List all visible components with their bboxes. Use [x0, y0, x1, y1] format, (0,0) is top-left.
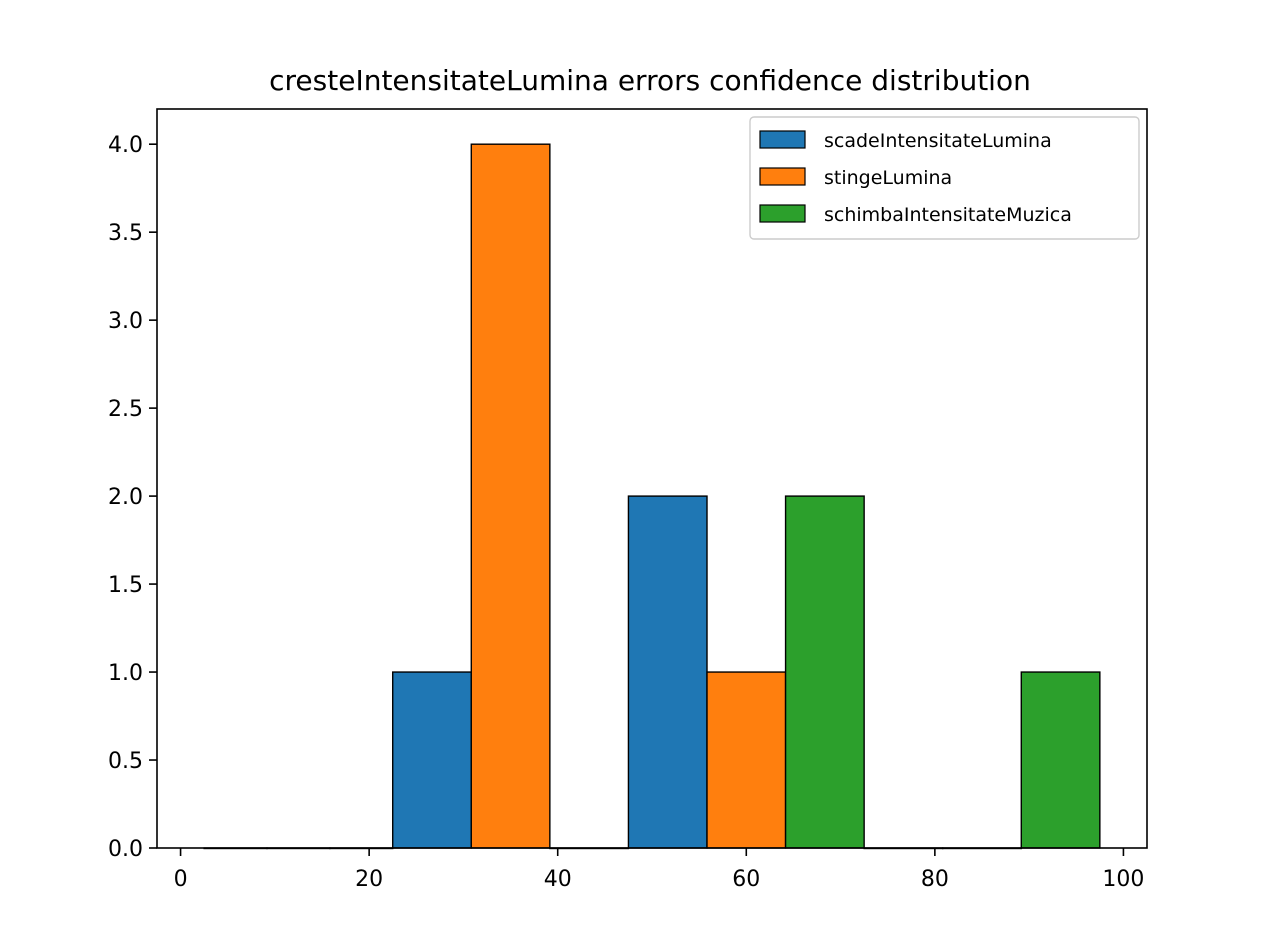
legend-frame: [749, 116, 1140, 240]
legend-swatch: [759, 130, 806, 149]
x-tick-label: 40: [544, 867, 572, 892]
y-tick-label: 0.5: [108, 749, 143, 774]
bars-layer: [203, 143, 1101, 850]
bar-scadeIntensitateLumina-bin-2: [627, 495, 708, 849]
legend-swatch: [759, 204, 806, 223]
bar-schimbaIntensitateMuzica-bin-2: [784, 495, 865, 849]
y-tick-label: 2.0: [108, 485, 143, 510]
ticks-layer: 0 20 40 60 80 100 0.0 0.5 1.0 1.5 2.0 2.5 3.0 3.5 4.0: [108, 133, 1144, 892]
legend-label: stingeLumina: [824, 167, 952, 189]
legend-label: schimbaIntensitateMuzica: [824, 204, 1072, 226]
legend-swatch: [759, 167, 806, 186]
bar-stingeLumina-bin-2: [706, 671, 787, 849]
x-tick-label: 80: [921, 867, 949, 892]
x-tick-label: 60: [732, 867, 760, 892]
x-tick-label: 100: [1102, 867, 1144, 892]
legend: scadeIntensitateLumina stingeLumina schimb…: [749, 116, 1140, 240]
y-tick-label: 3.0: [108, 309, 143, 334]
x-tick-label: 0: [174, 867, 188, 892]
x-tick-label: 20: [355, 867, 383, 892]
y-tick-label: 0.0: [108, 837, 143, 862]
legend-label: scadeIntensitateLumina: [824, 130, 1052, 152]
y-tick-label: 2.5: [108, 397, 143, 422]
bar-scadeIntensitateLumina-bin-1: [392, 671, 472, 849]
bar-stingeLumina-bin-1: [470, 143, 551, 849]
y-tick-label: 3.5: [108, 221, 143, 246]
bar-schimbaIntensitateMuzica-bin-3: [1020, 671, 1101, 849]
y-tick-label: 1.5: [108, 573, 143, 598]
y-tick-label: 4.0: [108, 133, 143, 158]
chart-title: cresteIntensitateLumina errors confidenc…: [269, 64, 1031, 97]
plot-frame: [156, 108, 1148, 849]
y-tick-label: 1.0: [108, 661, 143, 686]
